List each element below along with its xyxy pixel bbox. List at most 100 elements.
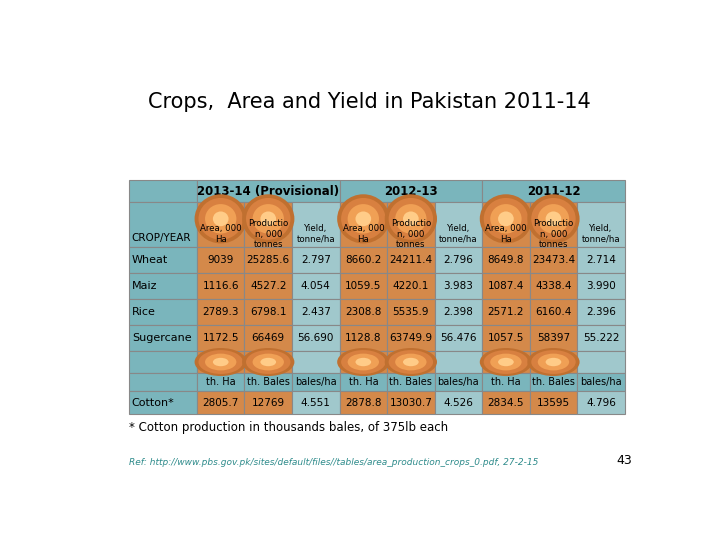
Text: 2571.2: 2571.2 [487, 307, 524, 317]
Bar [482, 247, 530, 273]
Bar [530, 392, 577, 414]
Ellipse shape [356, 212, 371, 226]
Ellipse shape [384, 348, 437, 376]
Text: 4338.4: 4338.4 [535, 281, 572, 291]
Text: 4.054: 4.054 [301, 281, 330, 291]
Ellipse shape [389, 198, 433, 240]
Bar [245, 351, 292, 373]
Bar [292, 202, 340, 247]
Text: 2.797: 2.797 [301, 255, 330, 265]
Bar [340, 202, 387, 247]
Ellipse shape [253, 354, 284, 370]
Text: 63749.9: 63749.9 [390, 333, 433, 343]
Bar [197, 325, 245, 351]
Bar [245, 247, 292, 273]
Text: 1116.6: 1116.6 [202, 281, 239, 291]
Ellipse shape [480, 194, 532, 244]
Ellipse shape [199, 198, 243, 240]
Ellipse shape [484, 198, 528, 240]
Bar [197, 351, 245, 373]
Text: * Cotton production in thousands bales, of 375lb each: * Cotton production in thousands bales, … [129, 421, 448, 434]
Text: 2012-13: 2012-13 [384, 185, 438, 198]
Bar [387, 273, 435, 299]
Text: 2878.8: 2878.8 [345, 398, 382, 408]
Bar [577, 299, 625, 325]
Bar [435, 351, 482, 373]
Bar [197, 299, 245, 325]
Text: Area, 000
Ha: Area, 000 Ha [343, 224, 384, 244]
Bar [197, 202, 245, 247]
Bar [482, 273, 530, 299]
Bar [435, 247, 482, 273]
Bar [245, 202, 292, 247]
Ellipse shape [527, 348, 580, 376]
Bar [530, 351, 577, 373]
Text: 4527.2: 4527.2 [250, 281, 287, 291]
Ellipse shape [337, 348, 390, 376]
Text: Ref: http://www.pbs.gov.pk/sites/default/files//tables/area_production_crops_0.p: Ref: http://www.pbs.gov.pk/sites/default… [129, 458, 538, 467]
Bar [292, 351, 340, 373]
Text: 13030.7: 13030.7 [390, 398, 432, 408]
Bar [292, 299, 340, 325]
Text: th. Bales: th. Bales [532, 377, 575, 387]
Bar [435, 299, 482, 325]
Bar [577, 273, 625, 299]
Bar [245, 373, 292, 392]
Text: 2834.5: 2834.5 [487, 398, 524, 408]
Text: Cotton*: Cotton* [132, 398, 174, 408]
Text: 12769: 12769 [252, 398, 285, 408]
Ellipse shape [341, 198, 385, 240]
Bar [577, 373, 625, 392]
Ellipse shape [384, 194, 437, 244]
Bar [530, 299, 577, 325]
Text: Productio
n, 000
tonnes: Productio n, 000 tonnes [248, 219, 289, 249]
Bar [482, 392, 530, 414]
Bar [245, 273, 292, 299]
Text: 2.437: 2.437 [301, 307, 330, 317]
Bar [129, 202, 197, 247]
Bar [435, 202, 482, 247]
Text: 58397: 58397 [537, 333, 570, 343]
Bar [340, 180, 482, 202]
Bar [340, 247, 387, 273]
Text: 56.476: 56.476 [440, 333, 477, 343]
Text: 2308.8: 2308.8 [345, 307, 382, 317]
Bar [435, 392, 482, 414]
Bar [129, 325, 197, 351]
Bar [292, 392, 340, 414]
Bar [577, 392, 625, 414]
Ellipse shape [395, 354, 426, 370]
Bar [530, 202, 577, 247]
Text: Yield,
tonne/ha: Yield, tonne/ha [582, 224, 621, 244]
Bar [530, 373, 577, 392]
Text: 2011-12: 2011-12 [526, 185, 580, 198]
Ellipse shape [389, 350, 433, 374]
Ellipse shape [253, 204, 284, 234]
Text: Productio
n, 000
tonnes: Productio n, 000 tonnes [534, 219, 574, 249]
Ellipse shape [531, 350, 576, 374]
Bar [387, 202, 435, 247]
Bar [292, 325, 340, 351]
Text: 8660.2: 8660.2 [345, 255, 382, 265]
Text: bales/ha: bales/ha [580, 377, 622, 387]
Text: 1059.5: 1059.5 [345, 281, 382, 291]
Text: 5535.9: 5535.9 [392, 307, 429, 317]
Text: 1128.8: 1128.8 [345, 333, 382, 343]
Bar [197, 273, 245, 299]
Ellipse shape [546, 212, 562, 226]
Text: 66469: 66469 [252, 333, 285, 343]
Text: 23473.4: 23473.4 [532, 255, 575, 265]
Text: CROP/YEAR: CROP/YEAR [132, 233, 192, 244]
Bar [292, 373, 340, 392]
Ellipse shape [538, 354, 569, 370]
Bar [482, 325, 530, 351]
Ellipse shape [261, 212, 276, 226]
Text: 6160.4: 6160.4 [535, 307, 572, 317]
Bar [197, 247, 245, 273]
Ellipse shape [246, 198, 290, 240]
Ellipse shape [213, 358, 228, 366]
Text: 2805.7: 2805.7 [202, 398, 239, 408]
Text: 3.983: 3.983 [444, 281, 473, 291]
Text: 8649.8: 8649.8 [487, 255, 524, 265]
Bar [129, 180, 197, 202]
